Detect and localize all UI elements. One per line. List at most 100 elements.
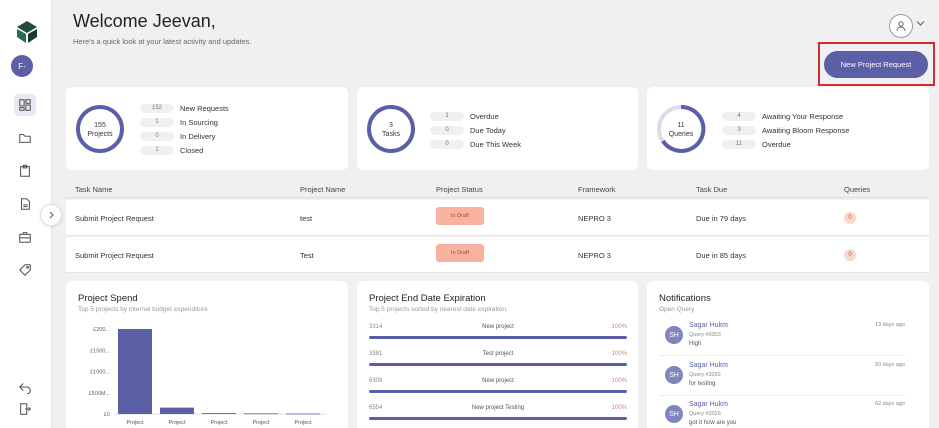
queries-count: 11 <box>677 122 685 129</box>
back-arrow-icon[interactable] <box>14 376 36 398</box>
projects-ring <box>76 105 124 153</box>
avatar: SH <box>665 366 683 384</box>
stat-in-delivery: 0 In Delivery <box>140 131 215 141</box>
chart-bar[interactable] <box>202 413 236 414</box>
y-tick-label: £200... <box>93 327 110 333</box>
tasks-label: Tasks <box>382 131 400 138</box>
avatar[interactable]: F- <box>11 55 33 77</box>
y-tick-label: £500M... <box>89 391 111 397</box>
stat-due-today: 0 Due Today <box>430 125 506 135</box>
table-row[interactable]: Submit Project Request test In Draft NEP… <box>66 200 929 236</box>
page-subtitle: Here's a quick look at your latest activ… <box>73 37 252 46</box>
expiration-row[interactable]: 3381 Test project 100% <box>369 351 627 367</box>
table-row[interactable]: Submit Project Request Test In Draft NEP… <box>66 237 929 273</box>
queries-summary-card[interactable]: 11 Queries 4 Awaiting Your Response 3 Awai… <box>647 87 929 170</box>
stat-due-this-week: 0 Due This Week <box>430 139 521 149</box>
projects-summary-card[interactable]: 155 Projects 152 New Requests 1 In Sourcin… <box>66 87 348 170</box>
project-name: Test <box>300 251 314 260</box>
stat-new-requests: 152 New Requests <box>140 103 229 113</box>
expiration-row[interactable]: 3314 New project 100% <box>369 324 627 340</box>
highlight-frame <box>818 42 935 86</box>
queries-label: Queries <box>668 131 694 138</box>
y-tick-label: £1500... <box>90 348 110 354</box>
stat-closed: 1 Closed <box>140 145 203 155</box>
app-logo[interactable] <box>15 20 39 44</box>
queries-ring <box>657 104 706 153</box>
expiration-progress-bar <box>369 390 627 393</box>
chevron-right-icon <box>49 211 54 219</box>
expiration-progress-bar <box>369 336 627 339</box>
task-name[interactable]: Submit Project Request <box>75 214 154 223</box>
stat-overdue: 1 Overdue <box>430 111 499 121</box>
projects-count: 155 <box>94 122 106 129</box>
user-icon <box>896 21 906 32</box>
column-header: Queries <box>844 185 871 194</box>
x-tick-label: Project <box>126 420 144 426</box>
tasks-ring <box>367 105 415 153</box>
x-tick-label: Project <box>210 420 228 426</box>
expiration-progress-bar <box>369 363 627 366</box>
new-project-request-button[interactable]: New Project Request <box>824 51 928 78</box>
tasks-table-header: Task Name Project Name Project Status Fr… <box>66 180 929 198</box>
avatar: SH <box>665 405 683 423</box>
x-tick-label: Project <box>252 420 270 426</box>
column-header: Project Name <box>300 185 346 194</box>
panel-title: Notifications <box>659 293 711 304</box>
expiration-progress-bar <box>369 417 627 420</box>
dashboard-icon[interactable] <box>14 94 36 116</box>
panel-subtitle: Open Query <box>659 306 695 313</box>
task-name[interactable]: Submit Project Request <box>75 251 154 260</box>
column-header: Task Name <box>75 185 113 194</box>
column-header: Framework <box>578 185 616 194</box>
status-badge: In Draft <box>436 244 484 262</box>
document-icon[interactable] <box>14 193 36 215</box>
panel-title: Project End Date Expiration <box>369 293 486 304</box>
sidebar-collapse-button[interactable] <box>40 204 62 226</box>
notification-item[interactable]: SH Sagar Hukm Query #3292 for testing 50… <box>659 360 905 396</box>
folder-icon[interactable] <box>14 127 36 149</box>
tag-icon[interactable] <box>14 259 36 281</box>
chart-bar[interactable] <box>244 413 278 415</box>
project-spend-panel: Project Spend Top 5 projects by internal… <box>66 281 348 428</box>
user-menu-button[interactable] <box>889 14 913 38</box>
x-tick-label: Project <box>168 420 186 426</box>
stat-in-sourcing: 1 In Sourcing <box>140 117 218 127</box>
panel-subtitle: Top 5 projects by internal budget expend… <box>78 306 208 313</box>
avatar: SH <box>665 326 683 344</box>
chart-bar[interactable] <box>286 413 320 415</box>
stat-awaiting-your-response: 4 Awaiting Your Response <box>722 111 843 121</box>
tasks-summary-card[interactable]: 3 Tasks 1 Overdue 0 Due Today 0 Due This We… <box>357 87 638 170</box>
y-tick-label: £1000... <box>90 370 110 376</box>
briefcase-icon[interactable] <box>14 226 36 248</box>
chevron-down-icon[interactable] <box>916 20 925 27</box>
framework: NEPRO 3 <box>578 251 611 260</box>
tasks-count: 3 <box>389 122 393 129</box>
project-spend-chart: £0 £500M... £1000... £1500... £200... Project… <box>89 327 326 426</box>
expiration-panel: Project End Date Expiration Top 5 projec… <box>357 281 638 428</box>
notifications-panel: Notifications Open Query SH Sagar Hukm Q… <box>647 281 929 428</box>
logout-icon[interactable] <box>14 398 36 420</box>
queries-count-badge[interactable]: 0 <box>844 249 856 261</box>
clipboard-icon[interactable] <box>14 160 36 182</box>
task-due: Due in 85 days <box>696 251 747 260</box>
notification-item[interactable]: SH Sagar Hukm Query #6303 High 13 days a… <box>659 320 905 356</box>
column-header: Task Due <box>696 185 728 194</box>
page-title: Welcome Jeevan, <box>73 11 216 31</box>
task-due: Due in 79 days <box>696 214 747 223</box>
notification-item[interactable]: SH Sagar Hukm Query #2026 got it how are… <box>659 399 905 428</box>
panel-title: Project Spend <box>78 293 138 304</box>
expiration-row[interactable]: 6309 New project 100% <box>369 378 627 394</box>
stat-queries-overdue: 11 Overdue <box>722 139 791 149</box>
stat-awaiting-bloom-response: 3 Awaiting Bloom Response <box>722 125 849 135</box>
chart-bar[interactable] <box>160 407 194 414</box>
status-badge: In Draft <box>436 207 484 225</box>
x-tick-label: Project <box>294 420 312 426</box>
projects-label: Projects <box>87 131 113 138</box>
panel-subtitle: Top 5 projects sorted by nearest date ex… <box>369 306 508 313</box>
queries-count-badge[interactable]: 0 <box>844 212 856 224</box>
chart-bar[interactable] <box>118 329 152 414</box>
framework: NEPRO 3 <box>578 214 611 223</box>
project-name: test <box>300 214 313 223</box>
y-tick-label: £0 <box>104 412 110 418</box>
expiration-row[interactable]: 6554 New project Testing 100% <box>369 405 627 421</box>
